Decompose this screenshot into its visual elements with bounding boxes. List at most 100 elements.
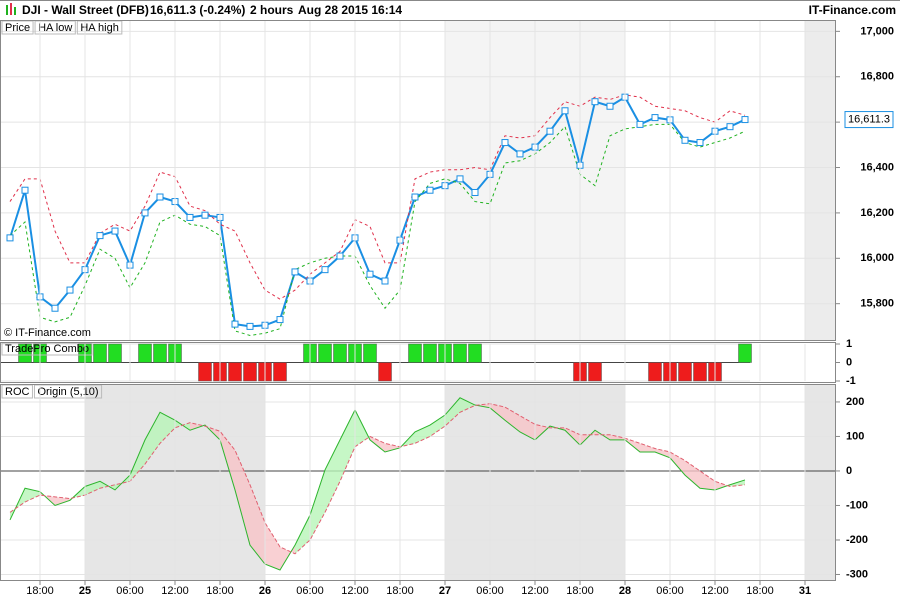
- roc-band: [460, 397, 475, 413]
- brand: IT-Finance.com: [809, 3, 896, 17]
- price-marker: [291, 268, 299, 276]
- signal-bar: [138, 343, 152, 363]
- price-marker: [276, 316, 284, 324]
- price-marker: [201, 211, 209, 219]
- roc-band: [190, 422, 205, 431]
- price-marker: [471, 188, 479, 196]
- copyright: © IT-Finance.com: [4, 327, 91, 339]
- y-tick-label: -1: [846, 375, 856, 387]
- plot-layer: 15,80016,00016,20016,40016,60016,80017,0…: [0, 20, 894, 597]
- price-marker: [636, 120, 644, 128]
- signal-bar: [378, 362, 392, 382]
- legend-entry: HA high: [80, 22, 119, 34]
- roc-band: [235, 450, 250, 546]
- price-marker: [186, 213, 194, 221]
- x-tick-label: 18:00: [386, 585, 414, 597]
- y-axis: 100: [846, 430, 864, 442]
- x-tick-label: 18:00: [206, 585, 234, 597]
- price-marker: [411, 193, 419, 201]
- price-frame: [0, 20, 836, 341]
- price-marker: [606, 102, 614, 110]
- roc-band: [310, 469, 325, 540]
- signal-bar: [648, 362, 662, 382]
- signal-bar: [198, 362, 212, 382]
- signal-bar: [468, 343, 482, 363]
- roc-band: [445, 397, 460, 427]
- price-tag-label: 16,611.3: [848, 113, 890, 125]
- x-tick-label: 18:00: [26, 585, 54, 597]
- y-tick-label: 100: [846, 430, 864, 442]
- y-tick-label: 1: [846, 338, 852, 350]
- x-tick-label: 06:00: [116, 585, 144, 597]
- signal-bar: [738, 343, 752, 363]
- price-marker: [246, 322, 254, 330]
- roc-band: [145, 412, 160, 465]
- x-tick-label: 06:00: [476, 585, 504, 597]
- y-axis: 16,400: [860, 161, 894, 173]
- y-tick-label: 16,000: [860, 252, 894, 264]
- header: DJI - Wall Street (DFB) 16,611.3 (-0.24%…: [6, 3, 896, 17]
- y-tick-label: -300: [846, 568, 868, 580]
- signal-bar: [243, 362, 257, 382]
- price-marker: [111, 227, 119, 235]
- signal-bar: [108, 343, 122, 363]
- y-tick-label: 16,200: [860, 207, 894, 219]
- x-tick-label: 12:00: [521, 585, 549, 597]
- y-axis: -1: [846, 375, 856, 387]
- roc-band: [25, 488, 40, 503]
- price-marker: [561, 107, 569, 115]
- quote: 16,611.3 (-0.24%): [150, 3, 245, 17]
- roc-band: [670, 451, 685, 476]
- price-marker: [51, 304, 59, 312]
- x-tick-label: 25: [79, 585, 91, 597]
- roc-band: [640, 443, 655, 452]
- y-axis: -100: [846, 499, 868, 511]
- y-tick-label: 16,400: [860, 161, 894, 173]
- x-tick-label: 26: [259, 585, 271, 597]
- signal-bar: [453, 343, 467, 363]
- icon: [6, 5, 8, 15]
- x-tick-label: 12:00: [701, 585, 729, 597]
- price-marker: [141, 209, 149, 217]
- legend-entry: HA low: [38, 22, 72, 34]
- y-axis: 17,000: [860, 25, 894, 37]
- y-tick-label: -200: [846, 534, 868, 546]
- price-marker: [426, 186, 434, 194]
- signal-bar: [228, 362, 242, 382]
- roc-band: [340, 409, 355, 482]
- roc-band: [700, 470, 715, 490]
- signal-bar: [408, 343, 422, 363]
- price-marker: [381, 277, 389, 285]
- combo-frame: [0, 342, 836, 383]
- price-marker: [546, 127, 554, 135]
- series-line: [9, 403, 746, 555]
- y-tick-label: 17,000: [860, 25, 894, 37]
- price-marker: [501, 139, 509, 147]
- x-tick-label: 28: [619, 585, 631, 597]
- roc-frame: [0, 384, 836, 581]
- price-marker: [321, 266, 329, 274]
- price-marker: [156, 193, 164, 201]
- signal-bar: [693, 362, 707, 382]
- signal-bar: [678, 362, 692, 382]
- price-marker: [336, 252, 344, 260]
- price-marker: [366, 270, 374, 278]
- y-tick-label: 15,800: [860, 298, 894, 310]
- x-tick-label: 06:00: [656, 585, 684, 597]
- legend-entry: Origin (5,10): [37, 386, 98, 398]
- x-tick-label: 27: [439, 585, 451, 597]
- price-marker: [591, 98, 599, 106]
- signal-bar: [318, 343, 332, 363]
- signal-bar: [153, 343, 167, 363]
- symbol: DJI - Wall Street (DFB): [22, 3, 149, 17]
- frames: [0, 0, 900, 581]
- roc-band: [370, 436, 385, 452]
- price-marker: [231, 320, 239, 328]
- y-axis: 1: [846, 338, 852, 350]
- roc-band: [160, 412, 175, 444]
- interval: 2 hours: [250, 3, 294, 17]
- roc-band: [265, 522, 280, 570]
- price-marker: [681, 136, 689, 144]
